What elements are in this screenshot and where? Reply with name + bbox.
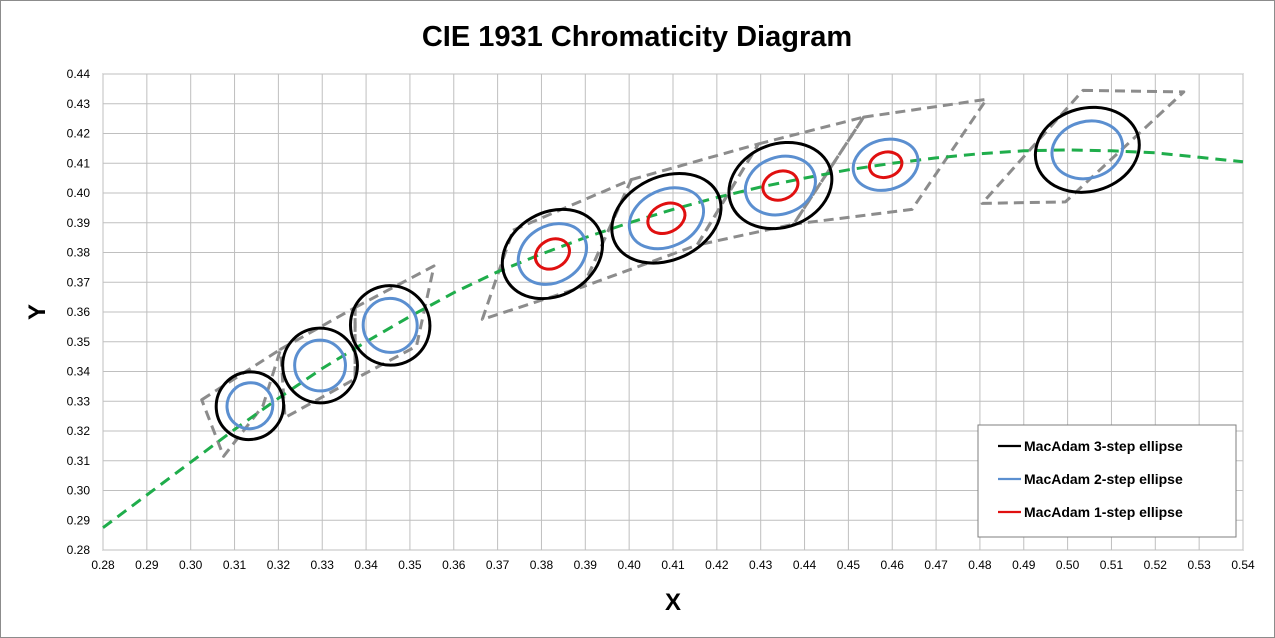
planckian-locus (102, 148, 1244, 529)
ellipse-2-step (627, 186, 706, 251)
ellipse-3-step (348, 284, 432, 367)
ellipse-1-step (867, 150, 904, 180)
x-tick-label: 0.49 (1012, 558, 1036, 572)
ellipse-3-step (214, 370, 286, 442)
legend-box (977, 424, 1237, 538)
y-tick-label: 0.43 (67, 97, 91, 111)
x-tick-label: 0.48 (968, 558, 992, 572)
chart-title: CIE 1931 Chromaticity Diagram (422, 21, 852, 53)
planckian-locus-series (102, 148, 1244, 529)
x-tick-label: 0.32 (267, 558, 291, 572)
y-tick-label: 0.30 (67, 484, 91, 498)
quadrangle (200, 347, 283, 458)
y-tick-label: 0.40 (67, 186, 91, 200)
x-tick-labels: 0.28 0.29 0.30 0.31 0.32 0.33 0.34 0.35 0.36 0.37… (91, 558, 1255, 572)
y-tick-label: 0.44 (67, 67, 91, 81)
y-tick-label: 0.29 (67, 513, 91, 527)
ellipse-series (214, 105, 1141, 442)
ellipse-3-step (610, 171, 723, 265)
y-tick-label: 0.33 (67, 394, 91, 408)
x-tick-label: 0.39 (574, 558, 598, 572)
x-tick-label: 0.43 (749, 558, 773, 572)
x-tick-label: 0.29 (135, 558, 159, 572)
quadrangle (581, 142, 760, 289)
ellipse-1-step (646, 201, 687, 236)
y-tick-label: 0.28 (67, 543, 91, 557)
x-tick-label: 0.34 (354, 558, 378, 572)
y-tick-label: 0.37 (67, 275, 91, 289)
legend-label-1-step: MacAdam 1-step ellipse (1024, 504, 1183, 520)
ellipse-2-step (293, 338, 347, 393)
x-tick-label: 0.31 (223, 558, 247, 572)
ellipse-1-step (533, 237, 571, 271)
x-tick-label: 0.54 (1231, 558, 1255, 572)
legend-label-2-step: MacAdam 2-step ellipse (1024, 471, 1183, 487)
y-axis-title: Y (24, 304, 51, 320)
x-tick-label: 0.46 (881, 558, 905, 572)
ellipse-2-step (851, 137, 920, 192)
x-tick-label: 0.47 (924, 558, 948, 572)
ellipse-2-step (225, 381, 275, 431)
ellipse-2-step (743, 154, 817, 217)
quadrangle (980, 88, 1186, 205)
y-tick-label: 0.34 (67, 365, 91, 379)
quadrangle (695, 115, 866, 247)
x-tick-label: 0.36 (442, 558, 466, 572)
legend-label-3-step: MacAdam 3-step ellipse (1024, 438, 1183, 454)
y-tick-labels: 0.28 0.29 0.30 0.31 0.32 0.33 0.34 0.35 0.36 0.37… (67, 67, 91, 557)
x-tick-label: 0.30 (179, 558, 203, 572)
y-tick-label: 0.39 (67, 216, 91, 230)
x-tick-label: 0.52 (1144, 558, 1168, 572)
y-tick-label: 0.31 (67, 454, 91, 468)
x-tick-label: 0.33 (311, 558, 335, 572)
ellipse-3-step (500, 207, 605, 301)
x-tick-label: 0.53 (1187, 558, 1211, 572)
x-tick-label: 0.37 (486, 558, 510, 572)
y-tick-label: 0.32 (67, 424, 91, 438)
x-tick-label: 0.50 (1056, 558, 1080, 572)
legend: MacAdam 3-step ellipse MacAdam 2-step el… (977, 424, 1237, 538)
x-tick-label: 0.38 (530, 558, 554, 572)
y-tick-label: 0.36 (67, 305, 91, 319)
ellipse-1-step (761, 169, 800, 202)
x-tick-label: 0.45 (837, 558, 861, 572)
y-tick-label: 0.41 (67, 156, 91, 170)
ellipse-2-step (361, 296, 419, 354)
x-tick-label: 0.51 (1100, 558, 1124, 572)
ellipse-3-step (1033, 105, 1141, 194)
grid-lines (102, 73, 1244, 551)
ellipse-2-step (516, 222, 588, 286)
x-tick-label: 0.42 (705, 558, 729, 572)
ellipse-3-step (727, 140, 834, 231)
ellipse-3-step (281, 326, 359, 405)
x-axis-title: X (665, 589, 681, 616)
x-tick-label: 0.44 (793, 558, 817, 572)
x-tick-label: 0.28 (91, 558, 115, 572)
x-tick-label: 0.40 (617, 558, 641, 572)
ellipse-2-step (1050, 119, 1125, 181)
y-tick-label: 0.35 (67, 335, 91, 349)
x-tick-label: 0.41 (661, 558, 685, 572)
y-tick-label: 0.38 (67, 246, 91, 260)
quadrangle (792, 97, 988, 226)
y-tick-label: 0.42 (67, 127, 91, 141)
x-tick-label: 0.35 (398, 558, 422, 572)
